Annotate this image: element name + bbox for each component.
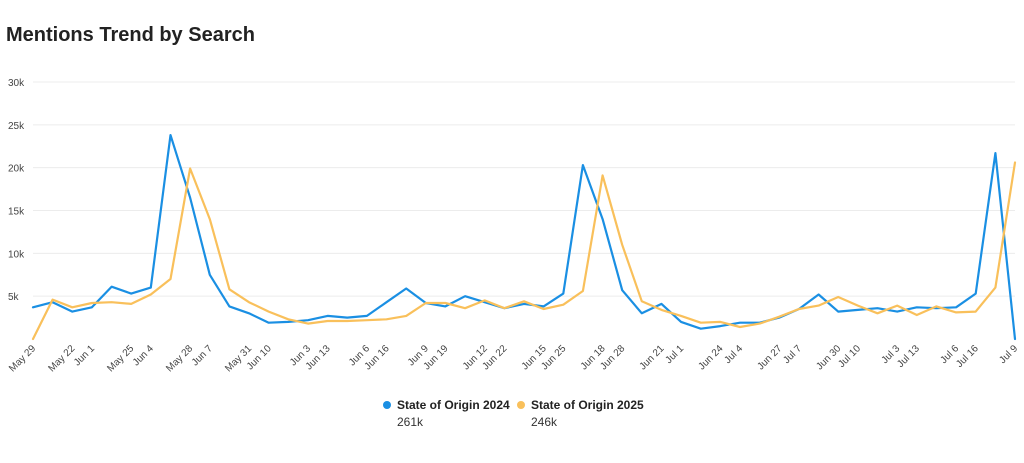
x-tick-label: Jun 24	[697, 343, 726, 372]
y-tick-label: 30k	[8, 78, 25, 89]
series-line-0[interactable]	[31, 134, 1017, 341]
x-tick-label: Jun 30	[814, 343, 843, 372]
grid-lines	[33, 81, 1015, 297]
y-tick-label: 5k	[8, 292, 20, 303]
y-axis-ticks: 5k 10k 15k 20k 25k 30k	[8, 78, 25, 303]
x-tick-label: Jul 7	[781, 343, 804, 366]
y-tick-label: 15k	[8, 207, 25, 218]
x-tick-label: Jul 9	[997, 343, 1020, 366]
legend-item-2024[interactable]: State of Origin 2024 261k	[383, 398, 510, 429]
series-lines	[31, 134, 1017, 341]
legend: State of Origin 2024 261k State of Origi…	[0, 398, 1024, 438]
chart-title: Mentions Trend by Search	[6, 24, 255, 46]
x-tick-label: Jul 13	[895, 343, 922, 370]
legend-dot-2024	[383, 401, 391, 409]
x-tick-label: Jun 4	[131, 343, 156, 368]
y-tick-label: 20k	[8, 164, 25, 175]
x-tick-label: Jun 7	[190, 343, 215, 368]
x-tick-label: Jul 16	[954, 343, 981, 370]
legend-label-2025: State of Origin 2025	[531, 398, 644, 412]
line-chart: 5k 10k 15k 20k 25k 30k May 29 Jun 1 Jun 4 Jun 7 J…	[7, 78, 1020, 374]
legend-total-2025: 246k	[531, 415, 558, 429]
x-tick-label: Jul 10	[836, 343, 863, 370]
x-tick-label: Jun 21	[638, 343, 667, 372]
x-tick-label: Jun 27	[755, 343, 784, 372]
x-tick-label: Jul 4	[722, 343, 745, 366]
x-axis-ticks: May 29 Jun 1 Jun 4 Jun 7 Jun 10 Jun 13 Jun 16 J…	[7, 343, 1020, 374]
series-line-1[interactable]	[31, 161, 1017, 341]
y-tick-label: 10k	[8, 249, 25, 260]
legend-item-2025[interactable]: State of Origin 2025 246k	[517, 398, 644, 429]
legend-label-2024: State of Origin 2024	[397, 398, 510, 412]
x-tick-label: Jul 1	[664, 343, 687, 366]
legend-dot-2025	[517, 401, 525, 409]
x-tick-label: May 29	[7, 343, 38, 374]
x-tick-label: Jun 1	[72, 343, 97, 368]
legend-total-2024: 261k	[397, 415, 424, 429]
y-tick-label: 25k	[8, 121, 25, 132]
